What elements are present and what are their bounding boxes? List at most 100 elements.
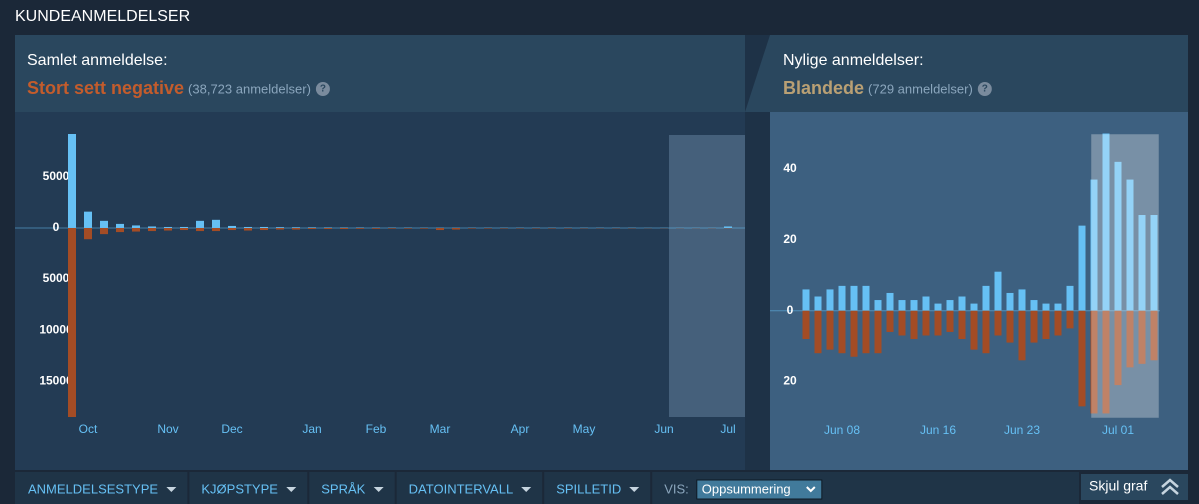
- display-label: VIS:: [664, 481, 689, 496]
- y-tick-label: 0: [53, 220, 60, 234]
- bar: [196, 220, 204, 228]
- bar: [308, 227, 316, 230]
- bar: [276, 227, 284, 230]
- x-tick-label: Jan: [302, 422, 321, 436]
- filter-label[interactable]: SPILLETID: [556, 481, 621, 496]
- bar: [1006, 292, 1014, 311]
- bar: [68, 134, 76, 228]
- bar: [1114, 310, 1122, 386]
- help-mark[interactable]: ?: [982, 84, 988, 95]
- bar: [838, 285, 846, 311]
- bar: [212, 219, 220, 228]
- bar: [276, 227, 284, 228]
- help-icon[interactable]: [315, 82, 330, 96]
- bar: [260, 226, 268, 228]
- bar: [850, 285, 858, 311]
- bar: [452, 227, 460, 230]
- dropdown-arrow[interactable]: [166, 487, 177, 492]
- bar: [826, 310, 834, 350]
- x-tick-label: Feb: [366, 422, 387, 436]
- overall-panel: [15, 35, 768, 112]
- x-tick-label: Oct: [79, 422, 98, 436]
- bar: [148, 227, 156, 232]
- x-tick-label: Nov: [157, 422, 178, 436]
- overall-chart-bg: [15, 112, 768, 470]
- bar: [874, 300, 882, 311]
- x-tick-label: Dec: [221, 422, 242, 436]
- bar: [116, 223, 124, 228]
- toggle-icon[interactable]: [1161, 478, 1179, 495]
- overall-rating: Stort sett negative: [27, 78, 184, 98]
- bar: [970, 310, 978, 350]
- bar: [994, 271, 1002, 311]
- bar: [1054, 303, 1062, 311]
- connector: [745, 35, 770, 470]
- bar: [898, 310, 906, 336]
- y-tick-label: 5000: [43, 169, 70, 183]
- bar: [84, 227, 92, 240]
- filter-bar: [15, 472, 1079, 504]
- bar: [84, 211, 92, 228]
- section-title: KUNDEANMELDELSER: [15, 8, 190, 25]
- filter-label[interactable]: SPRÅK: [321, 481, 365, 496]
- bar: [324, 227, 332, 228]
- bar: [420, 227, 428, 229]
- bar: [1006, 310, 1014, 343]
- bar: [1126, 310, 1134, 368]
- bar: [196, 227, 204, 232]
- help-mark[interactable]: ?: [320, 84, 326, 95]
- bar: [982, 285, 990, 311]
- select-arrow[interactable]: [806, 486, 816, 493]
- bar: [228, 227, 236, 231]
- bar: [922, 310, 930, 336]
- bar: [1054, 310, 1062, 336]
- bar: [164, 226, 172, 228]
- bar: [922, 296, 930, 311]
- display-select[interactable]: [696, 479, 823, 500]
- x-tick-label: Mar: [430, 422, 451, 436]
- toggle-label[interactable]: Skjul graf: [1089, 478, 1147, 494]
- dropdown-arrow[interactable]: [521, 487, 532, 492]
- bar: [1042, 303, 1050, 311]
- bar: [910, 310, 918, 340]
- bar: [372, 227, 380, 229]
- bar: [814, 310, 822, 354]
- y-tick-label: 20: [783, 232, 797, 246]
- y-tick-label: 5000: [43, 271, 70, 285]
- connector-top: [745, 35, 770, 112]
- dropdown-arrow[interactable]: [373, 487, 384, 492]
- bar: [1150, 215, 1158, 311]
- bar: [850, 310, 858, 357]
- bar: [116, 227, 124, 233]
- filter-label[interactable]: KJØPSTYPE: [201, 481, 278, 496]
- bar: [68, 227, 76, 417]
- bar: [1066, 310, 1074, 329]
- display-value[interactable]: Oppsummering: [702, 481, 791, 496]
- bar: [180, 227, 188, 231]
- bar: [292, 227, 300, 230]
- bar: [802, 289, 810, 311]
- bar: [994, 310, 1002, 336]
- dropdown-arrow[interactable]: [629, 487, 640, 492]
- bar: [292, 227, 300, 228]
- filter-label[interactable]: DATOINTERVALL: [409, 481, 514, 496]
- dropdown-arrow[interactable]: [286, 487, 297, 492]
- help-icon[interactable]: [977, 82, 992, 96]
- bar: [1138, 310, 1146, 364]
- bar: [340, 227, 348, 230]
- recent-range: [669, 135, 745, 417]
- y-tick-label: 20: [783, 374, 797, 388]
- bar: [1114, 161, 1122, 311]
- bar: [886, 292, 894, 311]
- bar: [898, 300, 906, 311]
- overall-label: Samlet anmeldelse:: [27, 52, 168, 69]
- bar: [148, 226, 156, 228]
- y-tick-label: 40: [783, 161, 797, 175]
- bar: [436, 227, 444, 231]
- filter-label[interactable]: ANMELDELSESTYPE: [28, 481, 158, 496]
- bar: [724, 226, 732, 228]
- bar: [886, 310, 894, 332]
- bar: [934, 303, 942, 311]
